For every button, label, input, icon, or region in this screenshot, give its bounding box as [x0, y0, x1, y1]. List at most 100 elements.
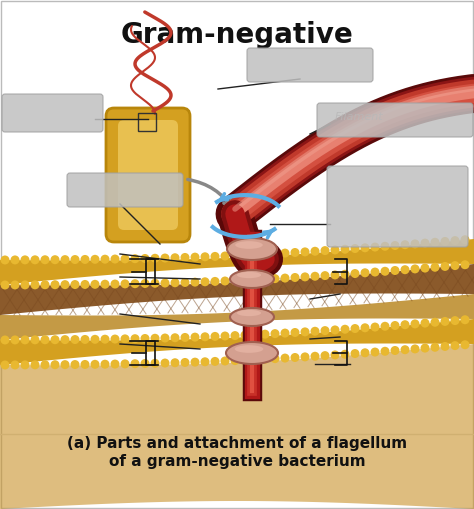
Circle shape: [71, 255, 80, 264]
Circle shape: [10, 256, 19, 265]
Circle shape: [450, 236, 459, 245]
Circle shape: [40, 335, 49, 344]
Circle shape: [240, 276, 249, 285]
Circle shape: [100, 254, 109, 264]
Ellipse shape: [235, 345, 263, 353]
Circle shape: [310, 247, 319, 256]
Circle shape: [100, 335, 109, 344]
Circle shape: [320, 271, 329, 280]
Circle shape: [10, 360, 19, 370]
Circle shape: [261, 330, 270, 338]
Circle shape: [281, 273, 290, 282]
Circle shape: [161, 358, 170, 367]
Circle shape: [71, 360, 80, 369]
Circle shape: [330, 270, 339, 279]
Circle shape: [81, 255, 90, 264]
Circle shape: [151, 334, 159, 343]
Circle shape: [210, 277, 219, 286]
Circle shape: [201, 252, 210, 261]
Circle shape: [450, 261, 459, 270]
Circle shape: [371, 243, 380, 251]
Circle shape: [420, 239, 429, 247]
Circle shape: [330, 245, 339, 254]
Circle shape: [140, 279, 149, 288]
Circle shape: [161, 333, 170, 343]
Circle shape: [310, 352, 319, 361]
Circle shape: [430, 263, 439, 272]
Circle shape: [61, 255, 70, 264]
Circle shape: [240, 250, 249, 260]
Circle shape: [440, 342, 449, 351]
Circle shape: [210, 357, 219, 366]
Circle shape: [110, 254, 119, 264]
Circle shape: [181, 278, 190, 287]
Circle shape: [30, 360, 39, 370]
Circle shape: [181, 253, 190, 262]
Circle shape: [161, 253, 170, 263]
Circle shape: [61, 335, 70, 344]
Circle shape: [440, 262, 449, 271]
Circle shape: [381, 347, 390, 356]
Circle shape: [430, 343, 439, 352]
Circle shape: [281, 248, 290, 258]
Circle shape: [250, 275, 259, 284]
Circle shape: [151, 279, 159, 288]
Circle shape: [430, 238, 439, 247]
Circle shape: [371, 348, 380, 356]
Circle shape: [171, 333, 180, 342]
Circle shape: [401, 320, 410, 329]
Circle shape: [410, 320, 419, 328]
Polygon shape: [0, 294, 474, 340]
Circle shape: [301, 327, 310, 336]
Circle shape: [51, 255, 60, 264]
Circle shape: [291, 248, 300, 257]
Circle shape: [440, 237, 449, 246]
Circle shape: [91, 360, 100, 369]
Circle shape: [391, 266, 400, 275]
Circle shape: [271, 249, 280, 258]
Circle shape: [40, 360, 49, 369]
Circle shape: [291, 328, 300, 337]
Circle shape: [171, 278, 180, 287]
Circle shape: [461, 315, 470, 324]
FancyBboxPatch shape: [327, 166, 468, 247]
Circle shape: [401, 240, 410, 249]
Circle shape: [81, 280, 90, 289]
Circle shape: [0, 256, 9, 265]
Circle shape: [361, 243, 370, 252]
Circle shape: [181, 358, 190, 367]
Circle shape: [91, 335, 100, 344]
Circle shape: [0, 280, 9, 290]
Circle shape: [381, 267, 390, 276]
Circle shape: [340, 270, 349, 279]
Circle shape: [51, 280, 60, 289]
Circle shape: [361, 348, 370, 357]
Circle shape: [401, 265, 410, 274]
Circle shape: [410, 239, 419, 248]
Circle shape: [330, 325, 339, 334]
Circle shape: [250, 355, 259, 364]
Circle shape: [161, 278, 170, 288]
Circle shape: [30, 256, 39, 264]
Circle shape: [140, 334, 149, 343]
Circle shape: [350, 269, 359, 278]
Circle shape: [100, 360, 109, 369]
Circle shape: [371, 268, 380, 276]
Text: Filament: Filament: [335, 112, 383, 122]
Circle shape: [110, 279, 119, 289]
Circle shape: [340, 245, 349, 254]
Text: (a) Parts and attachment of a flagellum: (a) Parts and attachment of a flagellum: [67, 436, 407, 451]
Circle shape: [181, 333, 190, 342]
Circle shape: [291, 273, 300, 282]
Circle shape: [301, 247, 310, 257]
FancyBboxPatch shape: [2, 94, 103, 132]
Circle shape: [320, 326, 329, 335]
Circle shape: [220, 276, 229, 286]
Polygon shape: [0, 239, 474, 285]
Circle shape: [210, 332, 219, 341]
Polygon shape: [0, 344, 474, 509]
Circle shape: [81, 360, 90, 369]
Circle shape: [281, 329, 290, 337]
Circle shape: [450, 316, 459, 325]
Circle shape: [281, 354, 290, 362]
